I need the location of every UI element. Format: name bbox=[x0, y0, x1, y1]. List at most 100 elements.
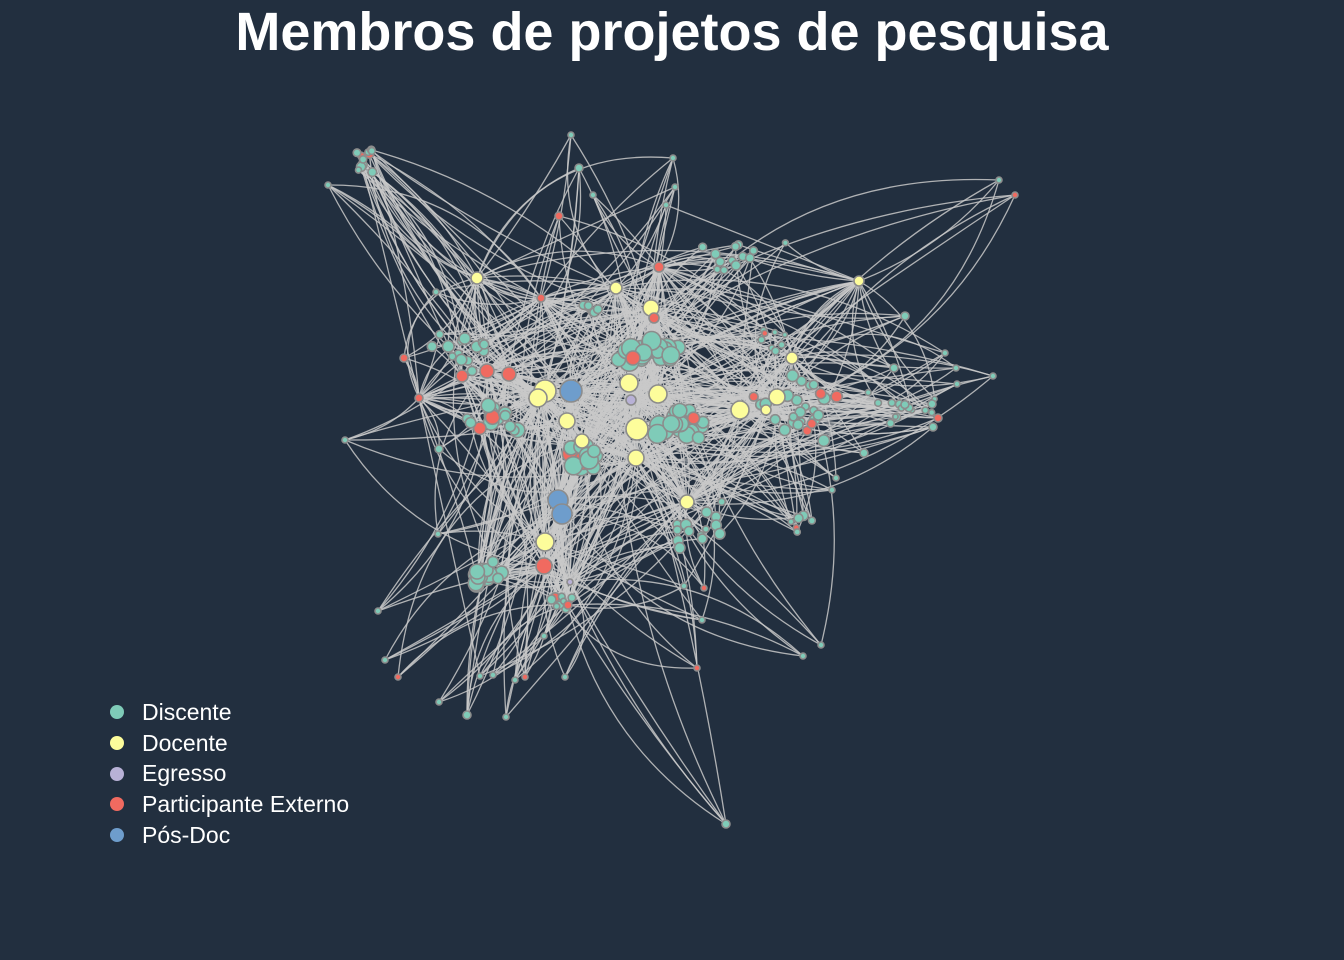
network-edge bbox=[650, 307, 913, 411]
network-edge bbox=[628, 178, 1000, 384]
network-edge bbox=[544, 167, 580, 392]
network-node bbox=[546, 594, 557, 605]
network-node bbox=[892, 413, 899, 421]
network-edge bbox=[592, 194, 660, 268]
network-node bbox=[793, 512, 804, 524]
network-edge bbox=[657, 393, 688, 503]
network-node bbox=[814, 387, 827, 400]
network-node bbox=[447, 351, 457, 361]
network-node bbox=[394, 673, 402, 681]
network-node bbox=[995, 176, 1003, 184]
network-edge bbox=[765, 194, 1016, 411]
network-edge bbox=[592, 194, 652, 309]
network-node bbox=[771, 328, 779, 336]
network-node bbox=[748, 391, 759, 402]
network-edge bbox=[507, 357, 634, 678]
network-node bbox=[952, 364, 960, 372]
network-edge bbox=[476, 186, 676, 279]
network-node bbox=[476, 672, 484, 680]
network-node bbox=[873, 398, 883, 408]
network-node bbox=[757, 335, 766, 344]
network-edge bbox=[466, 565, 545, 716]
network-edge bbox=[635, 457, 707, 530]
network-edge bbox=[492, 409, 767, 676]
chart-title: Membros de projetos de pesquisa bbox=[235, 2, 1109, 62]
network-edge bbox=[742, 255, 860, 282]
legend-item-participante-externo: Participante Externo bbox=[110, 789, 349, 820]
network-node bbox=[927, 408, 936, 417]
network-node bbox=[511, 676, 519, 684]
network-node bbox=[536, 293, 546, 303]
network-node bbox=[489, 671, 497, 679]
network-edge bbox=[492, 428, 639, 676]
network-node bbox=[466, 365, 478, 377]
network-node bbox=[432, 288, 440, 296]
network-node bbox=[853, 275, 865, 287]
network-edge bbox=[344, 439, 545, 567]
network-node bbox=[679, 494, 695, 510]
network-edge bbox=[438, 604, 569, 703]
network-node bbox=[730, 400, 750, 420]
network-node bbox=[817, 641, 825, 649]
legend-item-docente: Docente bbox=[110, 728, 349, 759]
network-node bbox=[414, 393, 424, 403]
legend-swatch-egresso bbox=[110, 766, 124, 781]
network-edge bbox=[540, 287, 617, 299]
network-node bbox=[468, 563, 486, 580]
network-node bbox=[671, 183, 679, 191]
network-node bbox=[989, 372, 997, 380]
node-layer bbox=[324, 131, 1019, 829]
network-node bbox=[714, 256, 726, 267]
legend-item-discente: Discente bbox=[110, 697, 349, 728]
network-edge bbox=[658, 266, 865, 454]
network-node bbox=[713, 265, 722, 274]
network-node bbox=[653, 261, 665, 273]
network-edge bbox=[327, 184, 542, 299]
network-edge bbox=[486, 186, 676, 372]
network-node bbox=[552, 602, 561, 611]
network-edge bbox=[384, 513, 563, 661]
network-edge bbox=[566, 420, 865, 454]
legend: Discente Docente Egresso Participante Ex… bbox=[110, 697, 349, 850]
network-edge bbox=[437, 390, 546, 535]
network-node bbox=[454, 353, 468, 367]
network-node bbox=[426, 340, 438, 353]
network-edge bbox=[530, 215, 560, 543]
network-node bbox=[381, 656, 389, 664]
network-node bbox=[680, 582, 688, 590]
network-edge bbox=[858, 179, 1000, 282]
network-edge bbox=[650, 307, 957, 369]
network-edge bbox=[791, 351, 895, 369]
network-edge bbox=[566, 134, 655, 319]
network-node bbox=[478, 339, 490, 350]
network-edge bbox=[615, 279, 946, 354]
network-edge bbox=[486, 307, 652, 372]
network-edge bbox=[791, 356, 933, 414]
network-edge bbox=[479, 297, 590, 677]
network-node bbox=[535, 557, 553, 575]
network-node bbox=[399, 353, 409, 363]
network-node bbox=[625, 417, 649, 441]
legend-swatch-docente bbox=[110, 736, 124, 751]
network-node bbox=[701, 525, 710, 534]
network-node bbox=[567, 131, 575, 139]
network-node bbox=[900, 399, 910, 410]
network-node bbox=[586, 444, 601, 459]
network-edge bbox=[327, 184, 488, 372]
network-edge bbox=[567, 540, 679, 606]
network-node bbox=[561, 673, 569, 681]
network-node bbox=[673, 541, 686, 555]
network-edge bbox=[371, 149, 617, 289]
network-node bbox=[787, 518, 795, 526]
network-edge bbox=[543, 565, 703, 621]
network-edge bbox=[567, 604, 727, 825]
edge-layer bbox=[327, 134, 1016, 825]
network-edge bbox=[471, 370, 559, 501]
network-node bbox=[885, 418, 896, 428]
network-edge bbox=[686, 403, 933, 503]
network-edge bbox=[540, 157, 674, 299]
network-edge bbox=[476, 156, 674, 279]
network-edge bbox=[776, 367, 957, 398]
network-edge bbox=[581, 269, 725, 442]
